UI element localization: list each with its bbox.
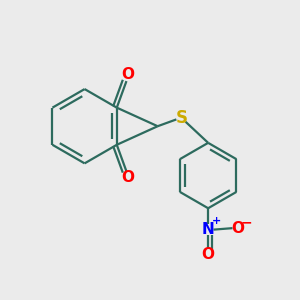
Text: O: O: [122, 67, 134, 82]
Text: O: O: [122, 170, 134, 185]
Text: O: O: [231, 220, 244, 236]
Text: −: −: [240, 216, 252, 230]
Text: O: O: [202, 247, 214, 262]
Text: N: N: [202, 222, 214, 237]
Text: +: +: [212, 216, 221, 226]
Text: S: S: [176, 109, 188, 127]
